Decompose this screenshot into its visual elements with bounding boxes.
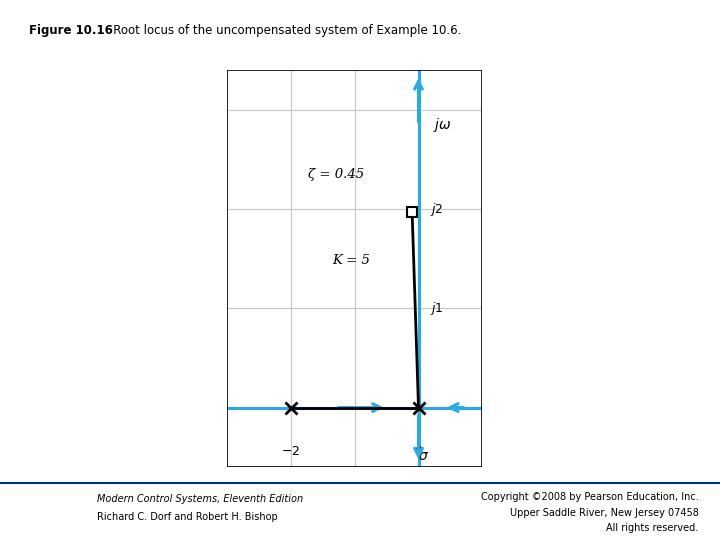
Text: K = 5: K = 5 xyxy=(333,254,371,267)
Text: ζ = 0.45: ζ = 0.45 xyxy=(308,168,364,181)
Text: $j\omega$: $j\omega$ xyxy=(433,116,451,134)
Text: Upper Saddle River, New Jersey 07458: Upper Saddle River, New Jersey 07458 xyxy=(510,508,698,518)
Text: $0$: $0$ xyxy=(414,446,423,458)
Text: Figure 10.16: Figure 10.16 xyxy=(29,24,112,37)
Text: $j2$: $j2$ xyxy=(430,201,444,218)
Text: $\sigma$: $\sigma$ xyxy=(418,449,429,463)
Text: $-2$: $-2$ xyxy=(281,446,300,458)
Text: Root locus of the uncompensated system of Example 10.6.: Root locus of the uncompensated system o… xyxy=(102,24,462,37)
Text: PEARSON: PEARSON xyxy=(24,507,80,517)
Text: Copyright ©2008 by Pearson Education, Inc.: Copyright ©2008 by Pearson Education, In… xyxy=(481,492,698,503)
Text: $j1$: $j1$ xyxy=(430,300,444,317)
Text: All rights reserved.: All rights reserved. xyxy=(606,523,698,533)
Text: Modern Control Systems, Eleventh Edition: Modern Control Systems, Eleventh Edition xyxy=(97,494,303,504)
Text: Richard C. Dorf and Robert H. Bishop: Richard C. Dorf and Robert H. Bishop xyxy=(97,512,278,522)
